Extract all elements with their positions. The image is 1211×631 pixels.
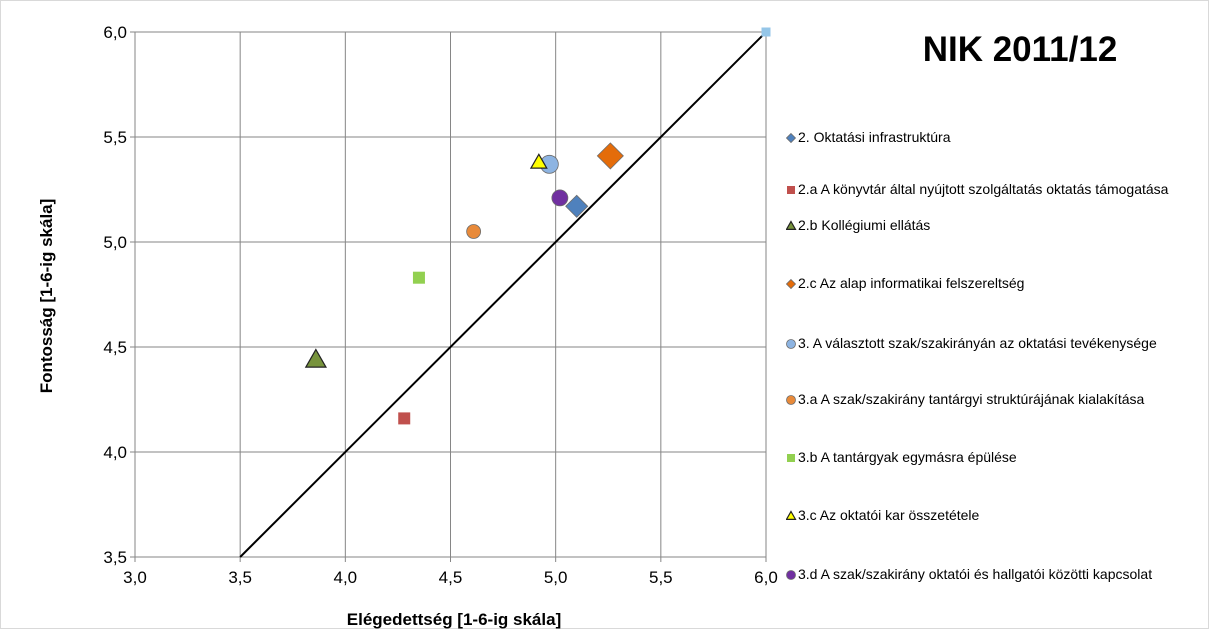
legend-entry: 2.b Kollégiumi ellátás <box>786 216 1206 234</box>
data-point <box>551 189 569 207</box>
legend-marker-shape <box>786 220 797 230</box>
reference-line <box>239 31 767 558</box>
grid <box>130 31 767 562</box>
legend-label: 2.b Kollégiumi ellátás <box>798 217 931 233</box>
x-axis-title: Elégedettség [1-6-ig skála] <box>347 610 561 629</box>
legend-label: 2. Oktatási infrastruktúra <box>798 129 951 145</box>
legend-marker <box>786 510 797 520</box>
data-point <box>529 153 548 169</box>
x-tick-label: 5,0 <box>544 568 568 587</box>
legend-marker <box>786 339 796 349</box>
legend-label: 3.a A szak/szakirány tantárgyi struktúrá… <box>798 391 1145 407</box>
legend-label: 3.c Az oktatói kar összetétele <box>798 507 980 523</box>
legend-entry: 3.b A tantárgyak egymásra épülése <box>786 448 1206 466</box>
y-tick-label: 4,5 <box>103 338 127 357</box>
tick-labels: 3,0 3,5 4,0 4,5 5,0 5,5 6,03,54,04,55,05,56,0 <box>103 23 777 587</box>
chart-title: NIK 2011/12 <box>922 30 1118 69</box>
legend-marker-shape <box>786 510 797 520</box>
legend-marker <box>786 132 797 144</box>
legend-marker-shape <box>786 278 797 290</box>
y-axis-title: Fontosság [1-6-ig skála] <box>37 199 56 394</box>
legend-marker <box>787 186 795 194</box>
legend-label: 2.c Az alap informatikai felszereltség <box>798 275 1025 291</box>
legend-label: 2.a A könyvtár által nyújtott szolgáltat… <box>798 181 1169 197</box>
data-point <box>304 348 328 368</box>
legend-entry: 3.d A szak/szakirány oktatói és hallgató… <box>786 565 1206 583</box>
legend-label: 3.b A tantárgyak egymásra épülése <box>798 449 1017 465</box>
y-tick-label: 5,0 <box>103 233 127 252</box>
legend-label: 3. A választott szak/szakirányán az okta… <box>798 335 1157 351</box>
legend-entry: 2.a A könyvtár által nyújtott szolgáltat… <box>786 180 1206 198</box>
x-tick-label: 6,0 <box>754 568 778 587</box>
legend-marker-shape <box>787 454 795 462</box>
legend-marker-shape <box>787 186 795 194</box>
y-tick-label: 3,5 <box>103 548 127 567</box>
legend-marker <box>786 570 796 580</box>
legend-marker-shape <box>786 570 796 580</box>
data-point <box>466 224 482 239</box>
legend-entry: 2. Oktatási infrastruktúra <box>786 128 1206 146</box>
legend-marker-shape <box>786 132 797 144</box>
legend-label: 3.d A szak/szakirány oktatói és hallgató… <box>798 566 1153 582</box>
x-tick-label: 3,0 <box>123 568 147 587</box>
legend-marker-shape <box>786 395 796 405</box>
legend-marker <box>786 220 797 230</box>
x-tick-label: 4,5 <box>439 568 463 587</box>
legend-marker-shape <box>786 339 796 349</box>
y-tick-label: 4,0 <box>103 443 127 462</box>
reference-line-layer <box>239 31 767 558</box>
corner-point <box>761 27 771 37</box>
data-point <box>596 142 624 170</box>
legend-entry: 3.c Az oktatói kar összetétele <box>786 506 1206 524</box>
data-point <box>565 194 589 218</box>
y-tick-label: 6,0 <box>103 23 127 42</box>
data-point <box>412 271 425 284</box>
y-tick-label: 5,5 <box>103 128 127 147</box>
legend-entry: 3.a A szak/szakirány tantárgyi struktúrá… <box>786 390 1206 408</box>
legend-entry: 2.c Az alap informatikai felszereltség <box>786 274 1206 292</box>
legend-marker <box>786 278 797 290</box>
data-points <box>304 27 771 425</box>
x-tick-label: 3,5 <box>228 568 252 587</box>
legend-entry: 3. A választott szak/szakirányán az okta… <box>786 334 1206 352</box>
data-point <box>398 412 411 425</box>
x-tick-label: 4,0 <box>334 568 358 587</box>
x-tick-label: 5,5 <box>649 568 673 587</box>
legend-marker <box>787 454 795 462</box>
legend-marker <box>786 395 796 405</box>
